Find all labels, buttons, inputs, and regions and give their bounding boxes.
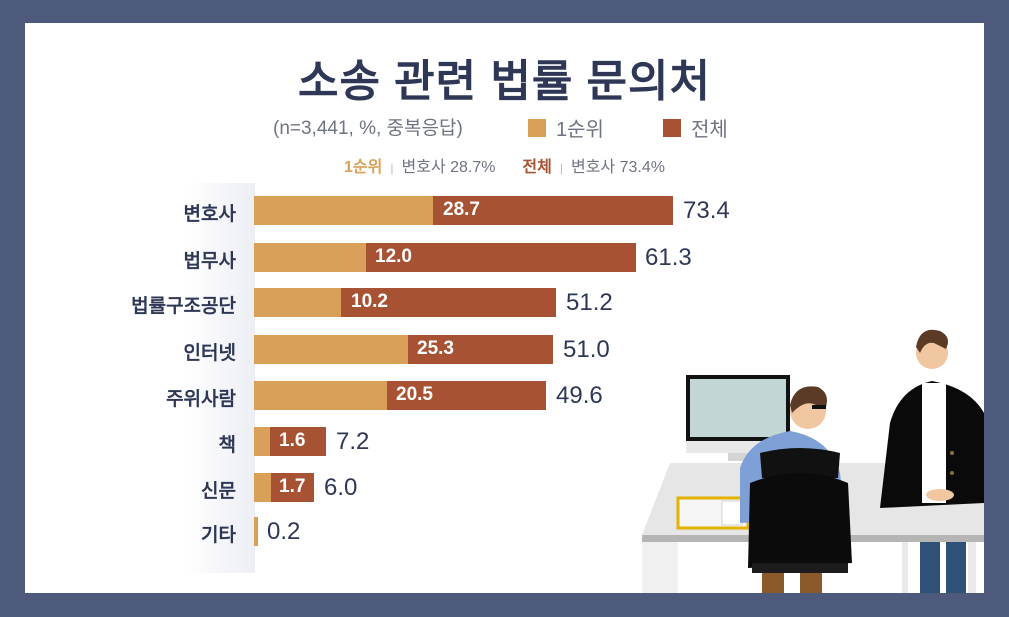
category-label: 인터넷	[183, 343, 236, 364]
legend-label-total: 전체	[691, 119, 728, 141]
bar-first	[254, 196, 433, 225]
sample-note: (n=3,441, %, 중복응답)	[273, 118, 463, 139]
legend-item-first: 1순위	[528, 113, 604, 142]
value-total: 51.2	[566, 289, 613, 316]
legend-row: (n=3,441, %, 중복응답) 1순위 전체	[25, 113, 984, 142]
bar-row: 책 1.6 7.2	[25, 427, 984, 456]
category-label: 책	[218, 435, 236, 456]
legend-swatch-total	[663, 118, 681, 137]
value-total: 0.2	[267, 518, 301, 545]
bar-row: 변호사 28.7 73.4	[25, 196, 984, 225]
highlight-first-text: 변호사 28.7%	[401, 159, 496, 176]
highlight-first-label: 1순위	[344, 159, 383, 176]
value-total: 6.0	[324, 474, 358, 501]
highlight-total-text: 변호사 73.4%	[570, 159, 665, 176]
separator: |	[390, 161, 394, 175]
infographic-panel: 소송 관련 법률 문의처 (n=3,441, %, 중복응답) 1순위 전체 1…	[25, 23, 984, 593]
value-first: 10.2	[351, 291, 388, 312]
value-total: 61.3	[645, 244, 692, 271]
bar-first	[254, 243, 366, 272]
value-first: 1.7	[279, 476, 306, 497]
standing-person-icon	[880, 329, 984, 593]
bar-row: 신문 1.7 6.0	[25, 473, 984, 502]
bar-row: 주위사람 20.5 49.6	[25, 381, 984, 410]
category-label: 기타	[201, 525, 236, 546]
category-label: 주위사람	[166, 389, 236, 410]
legend-item-total: 전체	[663, 113, 728, 142]
value-total: 73.4	[683, 197, 730, 224]
value-total: 51.0	[563, 336, 610, 363]
value-first: 28.7	[443, 199, 480, 220]
bar-row: 법무사 12.0 61.3	[25, 243, 984, 272]
value-first: 1.6	[279, 430, 306, 451]
bar-first	[254, 381, 387, 410]
bar-row: 법률구조공단 10.2 51.2	[25, 288, 984, 317]
bar-first	[254, 288, 341, 317]
value-first: 12.0	[375, 246, 412, 267]
consultation-illustration	[642, 329, 984, 593]
bar-first	[254, 473, 271, 502]
bar-first	[254, 335, 408, 364]
legend-swatch-first	[528, 118, 546, 137]
highlight-summary: 1순위 | 변호사 28.7% 전체 | 변호사 73.4%	[25, 153, 984, 177]
category-label: 신문	[201, 481, 236, 502]
seated-person-icon	[740, 386, 852, 593]
bar-first	[254, 517, 258, 546]
category-label: 변호사	[183, 204, 236, 225]
bar-row: 기타 0.2	[25, 517, 984, 546]
chart-title: 소송 관련 법률 문의처	[298, 57, 711, 106]
bar-row: 인터넷 25.3 51.0	[25, 335, 984, 364]
label-shade	[185, 183, 255, 573]
separator: |	[559, 161, 563, 175]
value-first: 20.5	[396, 384, 433, 405]
highlight-total-label: 전체	[522, 159, 552, 176]
value-total: 7.2	[336, 428, 370, 455]
value-total: 49.6	[556, 382, 603, 409]
category-label: 법률구조공단	[131, 296, 236, 317]
bar-first	[254, 427, 270, 456]
category-label: 법무사	[183, 251, 236, 272]
legend-label-first: 1순위	[556, 119, 604, 141]
value-first: 25.3	[417, 338, 454, 359]
